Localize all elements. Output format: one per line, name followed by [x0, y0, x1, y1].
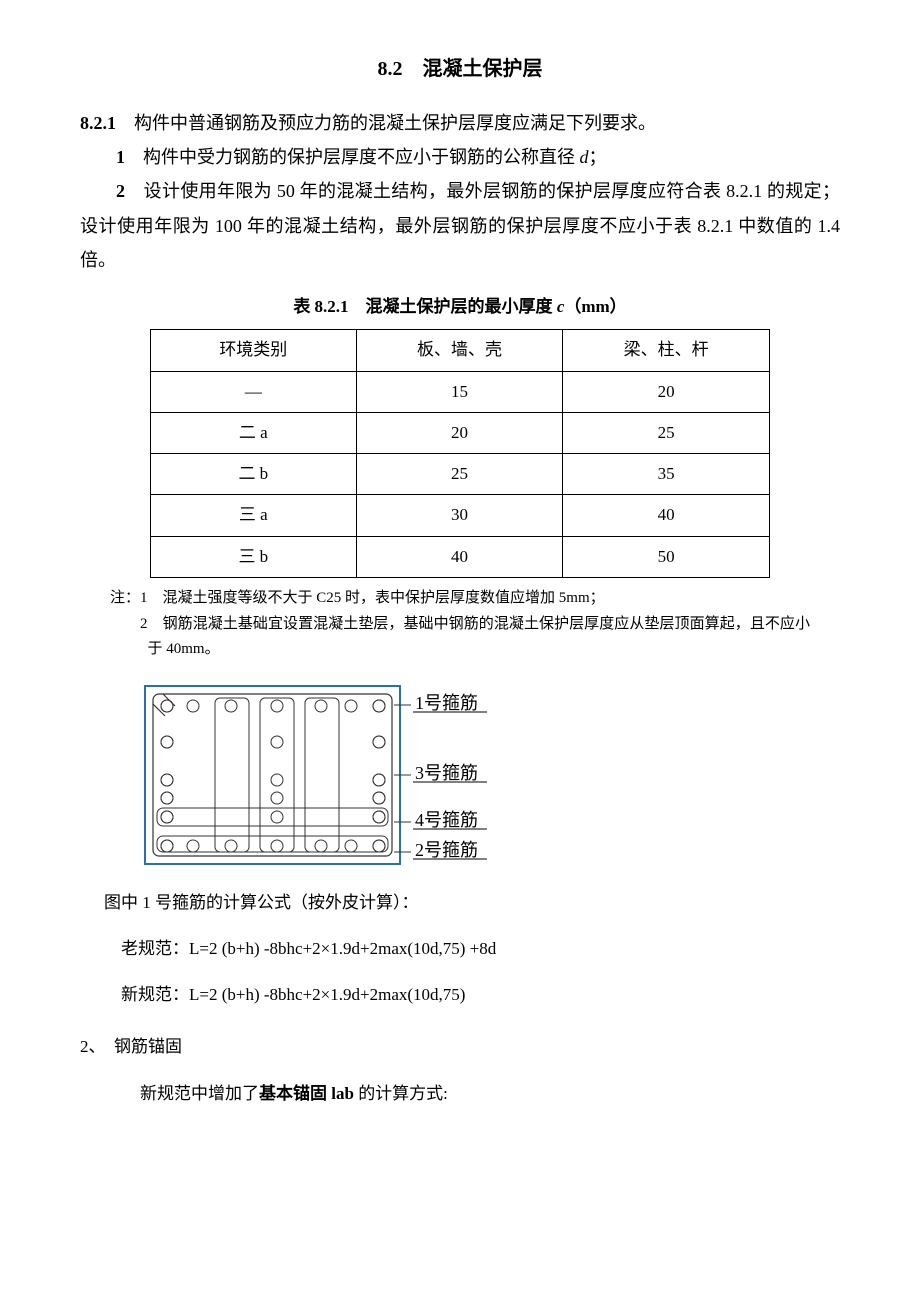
note-text: 混凝土强度等级不大于 C25 时，表中保护层厚度数值应增加 5mm；: [148, 586, 810, 612]
svg-text:1号箍筋: 1号箍筋: [415, 693, 478, 713]
para-item-1: 1 构件中受力钢筋的保护层厚度不应小于钢筋的公称直径 d；: [80, 140, 840, 174]
table-cell: 40: [356, 536, 563, 577]
note-row-1: 注： 1 混凝土强度等级不大于 C25 时，表中保护层厚度数值应增加 5mm；: [110, 586, 810, 612]
table-cell: —: [151, 371, 357, 412]
svg-text:2号箍筋: 2号箍筋: [415, 840, 478, 860]
formula-new-label: 新规范：: [121, 985, 189, 1004]
para-8-2-1: 8.2.1 构件中普通钢筋及预应力筋的混凝土保护层厚度应满足下列要求。: [80, 106, 840, 140]
anchorage-para: 新规范中增加了基本锚固 lab 的计算方式:: [140, 1078, 840, 1110]
th-slab: 板、墙、壳: [356, 330, 563, 371]
formula-block: 图中 1 号箍筋的计算公式（按外皮计算）： 老规范：L=2 (b+h) -8bh…: [104, 887, 840, 1012]
note-text: 钢筋混凝土基础宜设置混凝土垫层，基础中钢筋的混凝土保护层厚度应从垫层顶面算起，且…: [148, 612, 810, 663]
note-prefix-spacer: [110, 612, 140, 663]
item-text: 构件中受力钢筋的保护层厚度不应小于钢筋的公称直径: [125, 147, 580, 167]
formula-old-label: 老规范：: [121, 939, 189, 958]
th-beam: 梁、柱、杆: [563, 330, 770, 371]
formula-new-expr: L=2 (b+h) -8bhc+2×1.9d+2max(10d,75): [189, 985, 465, 1004]
item-num: 2: [116, 181, 125, 201]
table-row: 二 a2025: [151, 412, 770, 453]
para-num: 8.2.1: [80, 113, 116, 133]
table-header-row: 环境类别 板、墙、壳 梁、柱、杆: [151, 330, 770, 371]
table-row: 三 a3040: [151, 495, 770, 536]
caption-a: 表 8.2.1 混凝土保护层的最小厚度: [293, 297, 557, 316]
note-num: 2: [140, 612, 148, 663]
table-cell: 35: [563, 454, 770, 495]
table-cell: 20: [356, 412, 563, 453]
item-end: ；: [589, 147, 607, 167]
th-env: 环境类别: [151, 330, 357, 371]
formula-old-expr: L=2 (b+h) -8bhc+2×1.9d+2max(10d,75) +8d: [189, 939, 496, 958]
var-d: d: [580, 147, 589, 167]
table-cell: 三 b: [151, 536, 357, 577]
note-num: 1: [140, 586, 148, 612]
table-row: 二 b2535: [151, 454, 770, 495]
heading-num: 2、: [80, 1031, 114, 1063]
para-text: 构件中普通钢筋及预应力筋的混凝土保护层厚度应满足下列要求。: [116, 113, 656, 133]
sub-a: 新规范中增加了: [140, 1084, 259, 1103]
stirrup-figure: 1号箍筋 3号箍筋 4号箍筋 2号箍筋: [140, 681, 840, 871]
para-item-2: 2 设计使用年限为 50 年的混凝土结构，最外层钢筋的保护层厚度应符合表 8.2…: [80, 174, 840, 277]
svg-text:4号箍筋: 4号箍筋: [415, 810, 478, 830]
formula-old: 老规范：L=2 (b+h) -8bhc+2×1.9d+2max(10d,75) …: [104, 933, 840, 965]
cover-thickness-table: 环境类别 板、墙、壳 梁、柱、杆 —1520二 a2025二 b2535三 a3…: [150, 329, 770, 578]
table-cell: 20: [563, 371, 770, 412]
table-cell: 二 b: [151, 454, 357, 495]
item-num: 1: [116, 147, 125, 167]
item-text: 设计使用年限为 50 年的混凝土结构，最外层钢筋的保护层厚度应符合表 8.2.1…: [80, 181, 840, 269]
table-caption: 表 8.2.1 混凝土保护层的最小厚度 c（mm）: [80, 291, 840, 323]
caption-b: （mm）: [564, 297, 626, 316]
formula-intro: 图中 1 号箍筋的计算公式（按外皮计算）：: [104, 887, 840, 919]
svg-text:3号箍筋: 3号箍筋: [415, 763, 478, 783]
sub-bold: 基本锚固 lab: [259, 1084, 358, 1103]
table-notes: 注： 1 混凝土强度等级不大于 C25 时，表中保护层厚度数值应增加 5mm； …: [110, 586, 810, 663]
table-cell: 三 a: [151, 495, 357, 536]
heading-text: 钢筋锚固: [114, 1037, 182, 1056]
table-cell: 二 a: [151, 412, 357, 453]
sub-b: 的计算方式:: [358, 1084, 448, 1103]
table-cell: 40: [563, 495, 770, 536]
note-row-2: 2 钢筋混凝土基础宜设置混凝土垫层，基础中钢筋的混凝土保护层厚度应从垫层顶面算起…: [110, 612, 810, 663]
table-cell: 15: [356, 371, 563, 412]
section-title: 8.2 混凝土保护层: [80, 50, 840, 88]
table-cell: 25: [563, 412, 770, 453]
table-cell: 50: [563, 536, 770, 577]
table-cell: 25: [356, 454, 563, 495]
table-cell: 30: [356, 495, 563, 536]
table-row: —1520: [151, 371, 770, 412]
table-row: 三 b4050: [151, 536, 770, 577]
heading-anchorage: 2、钢筋锚固: [80, 1031, 840, 1063]
note-prefix: 注：: [110, 586, 140, 612]
formula-new: 新规范：L=2 (b+h) -8bhc+2×1.9d+2max(10d,75): [104, 979, 840, 1011]
